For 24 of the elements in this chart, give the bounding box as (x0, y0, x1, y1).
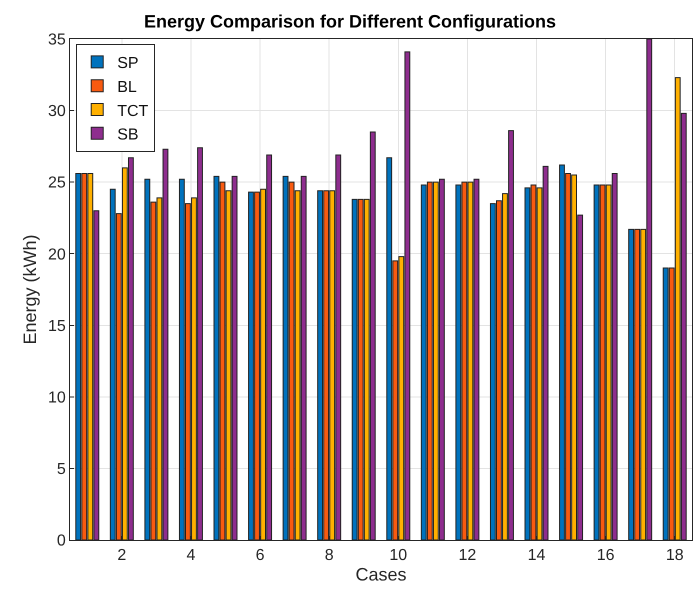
y-tick-label: 15 (48, 318, 66, 335)
x-tick-label: 10 (389, 547, 408, 564)
x-tick-label: 8 (324, 547, 334, 564)
chart-title: Energy Comparison for Different Configurations (144, 12, 556, 32)
x-tick-label: 16 (596, 547, 615, 564)
legend-label: SB (117, 126, 139, 144)
x-tick-label: 18 (666, 547, 684, 564)
legend-label: TCT (117, 102, 149, 120)
y-axis-title: Energy (kWh) (20, 234, 40, 345)
x-axis-title: Cases (355, 564, 407, 584)
x-tick-label: 14 (528, 547, 546, 564)
y-tick-label: 0 (56, 532, 66, 550)
y-tick-label: 30 (48, 103, 66, 120)
legend-label: BL (117, 78, 137, 96)
x-tick-label: 6 (256, 547, 265, 564)
y-tick-label: 5 (56, 461, 66, 478)
x-tick-label: 4 (186, 547, 196, 564)
y-tick-label: 20 (48, 246, 66, 264)
x-tick-label: 12 (458, 547, 476, 564)
y-tick-label: 25 (48, 174, 66, 192)
x-tick-label: 2 (117, 547, 126, 564)
y-tick-label: 10 (48, 389, 66, 406)
legend-label: SP (117, 55, 139, 72)
y-tick-label: 35 (48, 32, 66, 49)
